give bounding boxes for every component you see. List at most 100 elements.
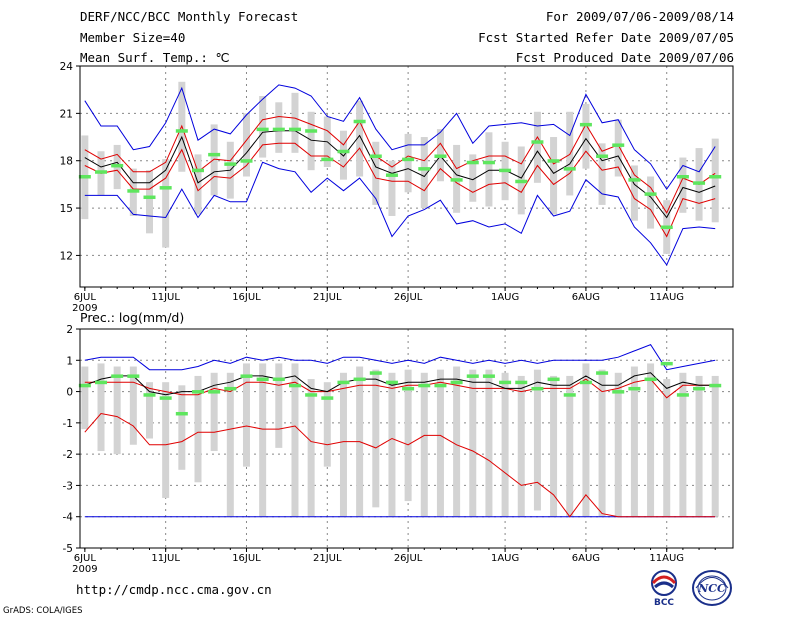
y-tick-label: 21: [60, 108, 73, 120]
y-tick-label: -4: [63, 512, 74, 524]
y-tick-label: -1: [63, 418, 73, 430]
plot-frame: [79, 328, 734, 549]
ensemble-mean-line: [84, 130, 716, 219]
median-marker: [369, 154, 382, 158]
x-tick-label: 21JUL: [313, 292, 342, 303]
spread-box: [436, 369, 444, 517]
mean-plus-sd-line: [84, 378, 716, 399]
spread-box: [582, 363, 590, 517]
chart-title: DERF/NCC/BCC Monthly Forecast: [80, 9, 299, 24]
median-marker: [563, 167, 576, 171]
spread-box: [113, 366, 121, 455]
median-marker: [579, 122, 592, 127]
y-tick-label: 12: [60, 250, 73, 262]
spread-box: [485, 132, 493, 207]
spread-box: [146, 170, 154, 234]
median-marker: [644, 192, 657, 196]
median-marker: [143, 393, 156, 397]
spread-box: [711, 138, 719, 223]
median-marker: [175, 411, 188, 416]
median-marker: [612, 143, 625, 147]
spread-box: [566, 375, 574, 517]
spread-box: [630, 366, 638, 517]
median-marker: [563, 393, 576, 397]
median-marker: [482, 160, 495, 165]
started-refer-date: Fcst Started Refer Date 2009/07/05: [478, 29, 734, 45]
median-marker: [78, 383, 91, 388]
bcc-logo: BCC: [651, 570, 677, 607]
median-marker: [450, 380, 463, 385]
median-marker: [515, 380, 528, 385]
spread-box: [695, 375, 703, 517]
median-marker: [418, 383, 431, 388]
x-tick-label: 11JUL: [151, 553, 180, 564]
median-marker: [321, 157, 334, 162]
spread-box: [533, 111, 541, 183]
median-marker: [272, 127, 285, 132]
spread-box: [598, 369, 606, 517]
spread-box: [517, 375, 525, 517]
spread-box: [210, 372, 218, 452]
median-marker: [709, 383, 722, 388]
x-tick-label: 6JUL: [74, 292, 97, 303]
spread-box: [582, 103, 590, 169]
spread-box: [259, 363, 267, 517]
ensemble-mean-line: [84, 372, 716, 396]
median-marker: [337, 149, 350, 154]
x-tick-label: 11AUG: [649, 292, 684, 303]
spread-box: [291, 92, 299, 153]
produced-date: Fcst Produced Date 2009/07/06: [515, 50, 734, 65]
spread-box: [307, 379, 315, 517]
spread-box: [178, 385, 186, 470]
variable-label: Mean Surf. Temp.: ℃: [80, 50, 230, 65]
spread-box: [226, 372, 234, 517]
median-marker: [111, 374, 124, 378]
median-marker: [450, 178, 463, 182]
median-marker: [660, 225, 673, 230]
median-marker: [95, 170, 108, 174]
header-left: DERF/NCC/BCC Monthly Forecast Member Siz…: [80, 7, 298, 69]
spread-box: [647, 363, 655, 517]
spread-box: [388, 160, 396, 216]
median-marker: [305, 393, 318, 397]
spread-box: [339, 130, 347, 180]
median-marker: [418, 167, 431, 171]
footer-url[interactable]: http://cmdp.ncc.cma.gov.cn: [76, 582, 272, 597]
spread-box: [162, 159, 170, 248]
grads-credit: GrADS: COLA/IGES: [3, 606, 83, 616]
y-tick-label: 0: [66, 387, 73, 399]
median-marker: [256, 377, 269, 382]
x-tick-year-label: 2009: [72, 303, 97, 314]
spread-box: [146, 382, 154, 439]
spread-box: [275, 363, 283, 448]
spread-box: [614, 119, 622, 177]
median-marker: [612, 390, 625, 394]
spread-box: [533, 369, 541, 511]
x-tick-label: 26JUL: [394, 553, 423, 564]
spread-box: [420, 372, 428, 517]
precip-title: Prec.: log(mm/d): [80, 310, 184, 325]
spread-box: [469, 154, 477, 202]
spread-box: [307, 111, 315, 171]
median-marker: [628, 386, 641, 391]
x-tick-label: 6AUG: [572, 292, 600, 303]
median-marker: [531, 386, 544, 391]
median-marker: [434, 154, 447, 158]
y-tick-label: 1: [66, 355, 73, 367]
spread-box: [81, 366, 89, 430]
median-marker: [547, 377, 560, 382]
median-marker: [369, 371, 382, 375]
median-marker: [111, 163, 124, 168]
spread-box: [663, 379, 671, 517]
spread-box: [550, 375, 558, 517]
median-marker: [547, 159, 560, 163]
x-tick-label: 6JUL: [74, 553, 97, 564]
median-marker: [321, 396, 334, 400]
median-marker: [628, 178, 641, 182]
median-marker: [353, 119, 366, 124]
y-tick-label: 2: [66, 324, 73, 336]
median-marker: [709, 175, 722, 179]
